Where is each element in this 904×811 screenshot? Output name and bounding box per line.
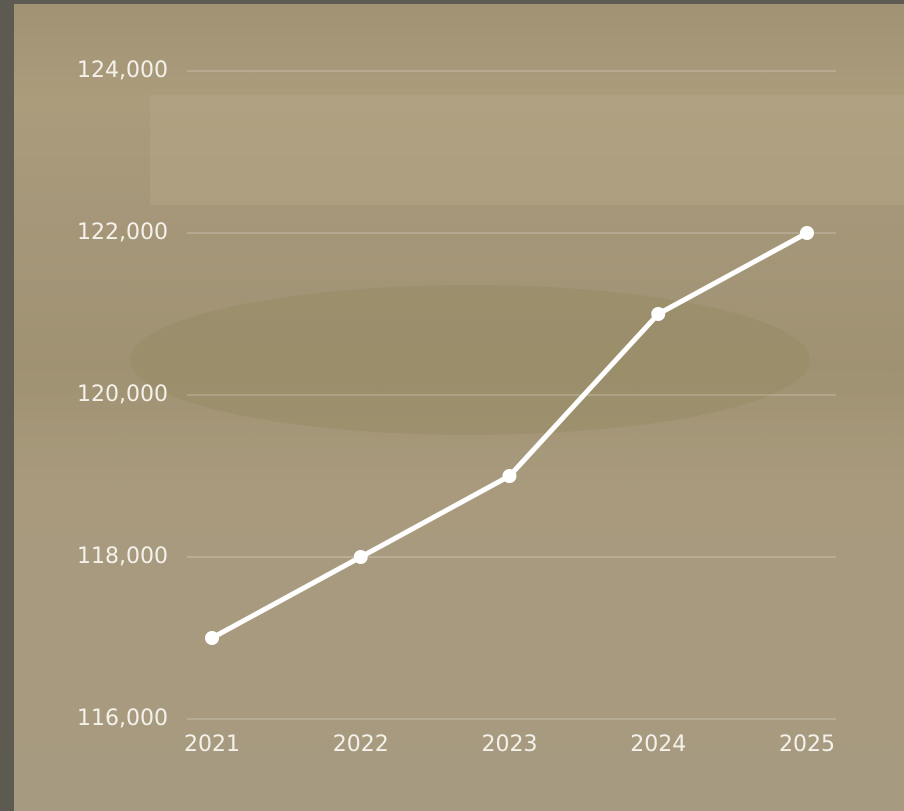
y-tick-label: 120,000 <box>77 382 168 407</box>
point <box>651 307 665 321</box>
x-tick-label: 2022 <box>333 732 389 757</box>
point <box>800 226 814 240</box>
y-tick-label: 122,000 <box>77 220 168 245</box>
x-tick-label: 2025 <box>779 732 835 757</box>
point <box>354 550 368 564</box>
y-tick-label: 118,000 <box>77 544 168 569</box>
background-shrub <box>130 285 810 435</box>
background-band <box>150 95 904 205</box>
x-tick-label: 2023 <box>482 732 538 757</box>
y-tick-label: 116,000 <box>77 706 168 731</box>
y-tick-label: 124,000 <box>77 58 168 83</box>
x-tick-label: 2024 <box>630 732 686 757</box>
page: 116,000 118,000 120,000 122,000 124,000 2021 2… <box>0 0 904 811</box>
x-tick-label: 2021 <box>184 732 240 757</box>
chart: 116,000 118,000 120,000 122,000 124,000 2021 2… <box>0 0 904 811</box>
point <box>205 631 219 645</box>
point <box>503 469 517 483</box>
